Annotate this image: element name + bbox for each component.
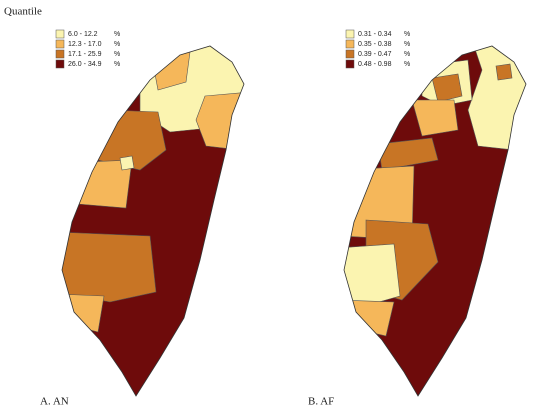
legend-swatch <box>345 39 355 49</box>
legend-unit: % <box>404 41 410 48</box>
legend-swatch <box>55 39 65 49</box>
legend-swatch <box>55 49 65 59</box>
legend-swatch <box>345 49 355 59</box>
outline <box>343 45 527 397</box>
region <box>377 137 439 171</box>
region <box>467 46 526 151</box>
figure-title: Quantile <box>4 6 42 18</box>
region <box>119 155 135 171</box>
legend-swatch <box>55 59 65 69</box>
region <box>431 73 463 103</box>
legend-label: 6.0 - 12.2 <box>68 31 98 38</box>
legend-swatch <box>55 29 65 39</box>
legend-label: 26.0 - 34.9 <box>68 61 102 68</box>
legend-unit: % <box>114 51 120 58</box>
legend-unit: % <box>404 51 410 58</box>
legend-swatch <box>345 59 355 69</box>
legend-label: 0.31 - 0.34 <box>358 31 392 38</box>
legend-unit: % <box>114 61 120 68</box>
map-b <box>343 45 527 397</box>
region <box>62 293 105 333</box>
legend-swatch <box>345 29 355 39</box>
legend-unit: % <box>114 41 120 48</box>
legend-label: 0.39 - 0.47 <box>358 51 392 58</box>
map-caption: A. AN <box>40 396 69 408</box>
region <box>62 231 157 303</box>
region <box>344 243 401 305</box>
map-a <box>61 45 245 397</box>
legend-unit: % <box>404 61 410 68</box>
region <box>411 99 459 137</box>
map-caption: B. AF <box>308 396 334 408</box>
region <box>344 299 395 337</box>
legend-label: 0.35 - 0.38 <box>358 41 392 48</box>
region <box>195 91 244 151</box>
legend-label: 0.48 - 0.98 <box>358 61 392 68</box>
legend-label: 12.3 - 17.0 <box>68 41 102 48</box>
outline <box>61 45 245 397</box>
legend-label: 17.1 - 25.9 <box>68 51 102 58</box>
legend-unit: % <box>114 31 120 38</box>
region <box>495 63 513 81</box>
legend-unit: % <box>404 31 410 38</box>
